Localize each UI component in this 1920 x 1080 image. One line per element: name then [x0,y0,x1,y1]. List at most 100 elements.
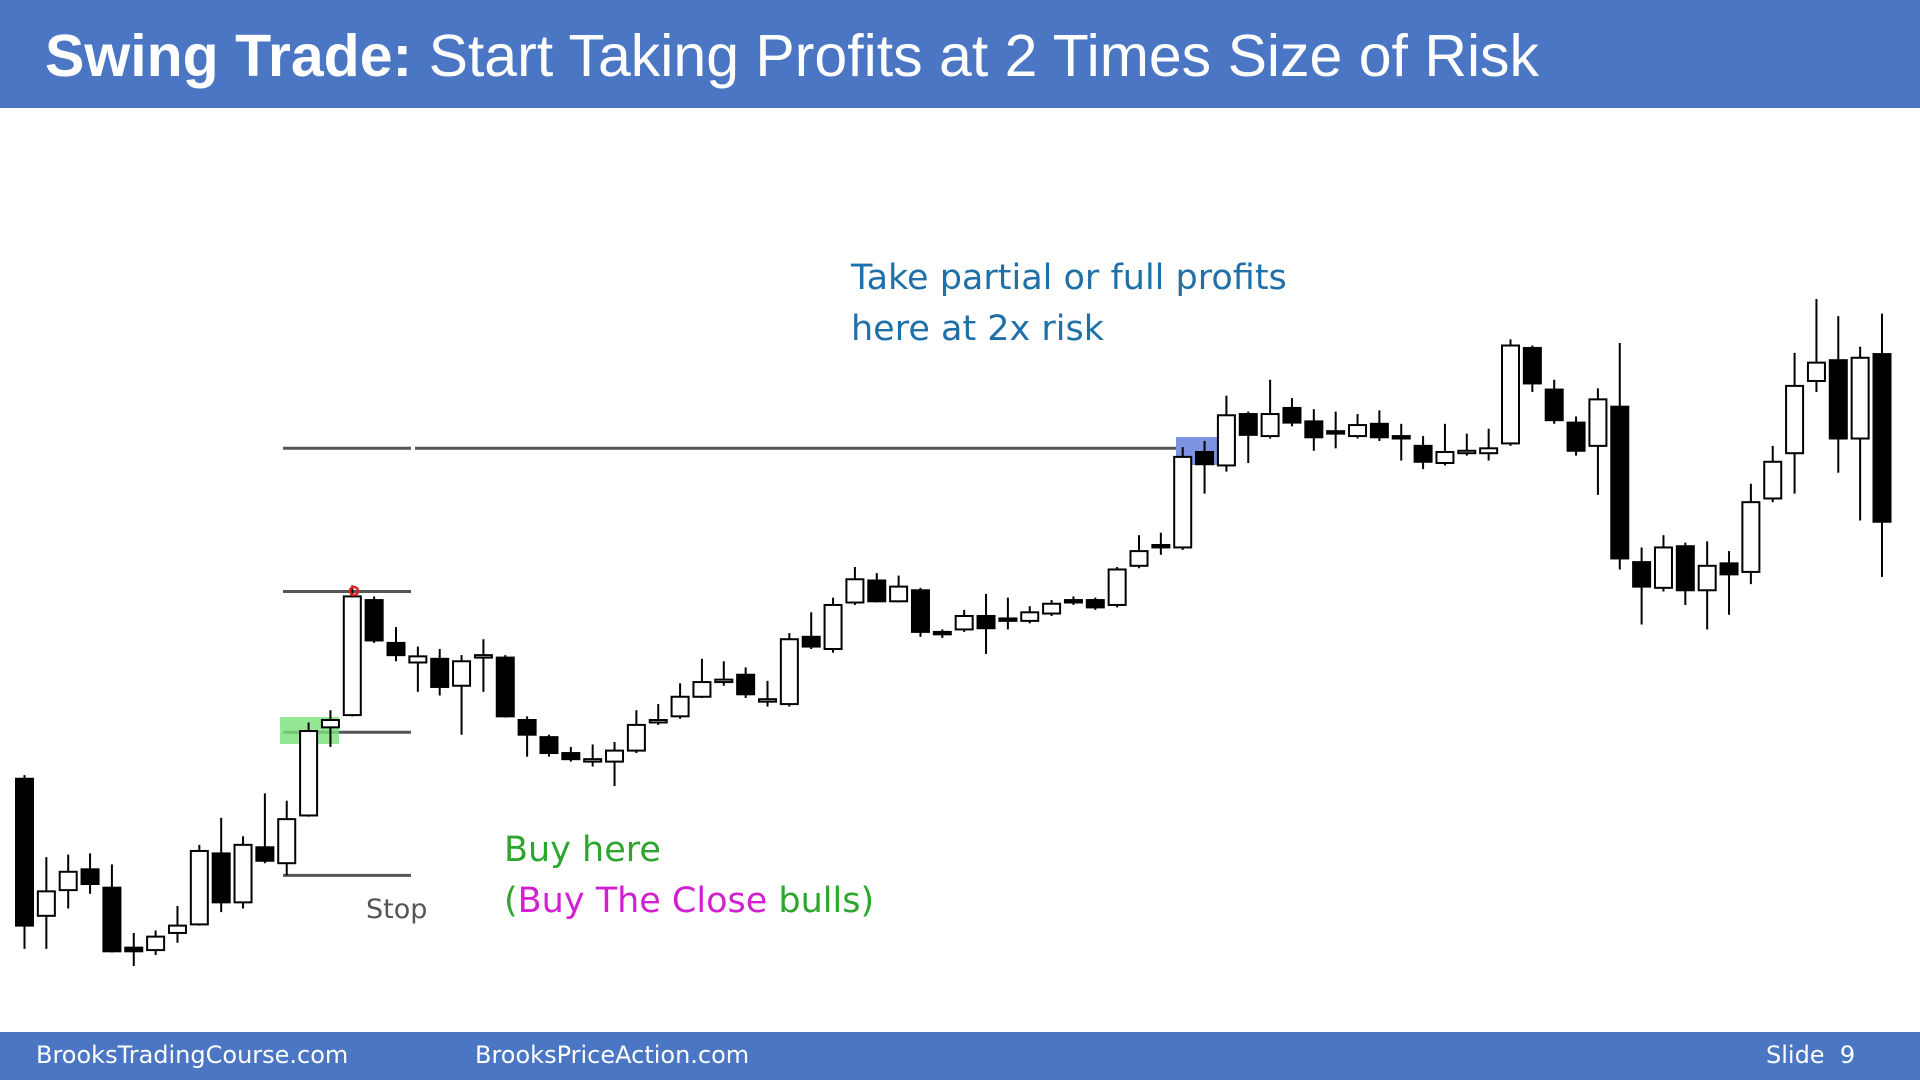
candle-body [1063,599,1083,604]
candle-body [189,849,209,926]
candle-body [889,585,909,603]
candle-body [1479,447,1499,455]
target-note: here at 2x risk [851,309,1105,349]
candle-body [1260,413,1280,438]
candle-body [867,579,887,603]
candle-body [364,599,384,642]
candle-body [1369,422,1389,439]
candle-body [1501,344,1520,445]
buy-note: Buy here [504,830,661,870]
title-bold: Swing Trade: [45,23,412,89]
candle-body [1216,414,1236,467]
candle-body [758,698,777,703]
candle-body [517,719,537,736]
candle-body [1588,398,1608,447]
stop-label: Stop [366,894,427,925]
title-text: Start Taking Profits at 2 Times Size of … [412,23,1539,89]
candle-body [386,641,406,657]
candle-body [714,678,734,684]
candle-body [539,736,559,755]
buy-detail-part: ( [504,881,518,921]
candle-body [1457,449,1477,455]
candle-body [845,578,865,604]
candle-body [1173,455,1193,549]
candle-body [1042,602,1062,615]
buy-detail: (Buy The Close bulls) [504,881,874,921]
candle-body [320,719,340,729]
candle-body [1413,444,1433,463]
candle-body [1195,450,1215,466]
footer-bar [0,1032,1920,1080]
candle-body [670,695,690,718]
candle-body [430,657,450,688]
candle-body [473,654,493,659]
footer-center: BrooksPriceAction.com [475,1041,749,1069]
candle-body [1741,501,1761,573]
candle-body [605,749,625,763]
candle-body [58,870,78,892]
candle-body [102,886,122,953]
candle-body [626,723,646,752]
candle-body [452,660,472,687]
candle-body [1632,561,1652,588]
candle-body [211,852,231,904]
signal-marker [348,585,360,597]
footer-right: Slide 9 [1766,1041,1855,1069]
candle-body [1151,543,1171,549]
candle-body [1129,550,1149,567]
candle-body [1653,546,1673,589]
candle-body [1566,421,1586,452]
candle-body [1872,353,1892,523]
candle-body [692,681,712,698]
candle-body [36,890,56,917]
candle-body [1304,420,1324,439]
candle-body [1806,361,1826,382]
candle-body [1610,405,1630,560]
candle-body [648,719,668,724]
buy-detail-part: bulls) [767,881,874,921]
candle-body [1675,545,1695,592]
candle-body [15,777,34,927]
target-note: Take partial or full profits [850,258,1287,298]
candle-body [80,868,100,886]
candle-body [233,843,253,904]
candle-body [932,630,952,636]
candle-body [1238,413,1258,436]
header-bar [0,0,1920,108]
candle-body [1282,406,1302,424]
candle-body [277,818,297,865]
candle-body [561,752,581,761]
candle-body [954,614,974,631]
buy-detail-part: Buy The Close [518,881,768,921]
candle-body [1020,611,1040,622]
candle-body [1850,356,1870,440]
candle-body [1107,568,1127,606]
candle-body [167,924,187,934]
footer-left: BrooksTradingCourse.com [36,1041,348,1069]
candle-body [976,614,996,630]
candle-body [779,638,799,706]
candle-body [342,595,362,717]
candle-body [583,758,603,763]
candle-body [1391,435,1411,440]
candle-body [1085,599,1105,609]
candle-body [910,589,930,633]
candle-body [1326,430,1346,435]
candle-body [1697,564,1717,592]
candle-body [801,635,821,648]
candles [15,299,1892,966]
candle-body [124,946,144,953]
candle-body [998,617,1018,622]
slide-title: Swing Trade: Start Taking Profits at 2 T… [45,23,1540,89]
candle-body [255,846,275,862]
candle-body [1719,562,1739,576]
candle-body [1785,384,1805,455]
candle-body [299,730,319,817]
candle-body [146,935,166,952]
candle-body [1348,424,1368,438]
candle-body [495,656,515,718]
candle-body [1763,460,1783,500]
candle-body [1544,388,1564,422]
